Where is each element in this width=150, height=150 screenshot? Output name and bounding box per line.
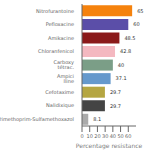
- svg-text:30: 30: [102, 133, 108, 139]
- svg-text:40: 40: [118, 62, 124, 68]
- svg-text:20: 20: [94, 133, 100, 139]
- svg-text:60: 60: [125, 133, 131, 139]
- svg-text:48.5: 48.5: [124, 35, 135, 41]
- svg-text:Chloranfenicol: Chloranfenicol: [38, 48, 74, 54]
- svg-text:Amikacine: Amikacine: [48, 35, 74, 41]
- svg-text:Cefotaxime: Cefotaxime: [45, 89, 74, 95]
- svg-text:Nalidixique: Nalidixique: [46, 102, 74, 109]
- svg-text:Nitrofurantoine: Nitrofurantoine: [36, 8, 74, 14]
- svg-text:8.1: 8.1: [93, 116, 101, 122]
- svg-text:42.8: 42.8: [120, 48, 131, 54]
- svg-text:Pefloxacine: Pefloxacine: [46, 21, 74, 27]
- svg-text:10: 10: [87, 133, 93, 139]
- svg-text:65: 65: [137, 8, 142, 14]
- svg-text:Trimethoprim-Sulfamethoxazol: Trimethoprim-Sulfamethoxazol: [8, 116, 74, 123]
- svg-text:50: 50: [117, 133, 123, 139]
- svg-text:Carboxytétrac.: Carboxytétrac.: [53, 59, 74, 70]
- svg-text:Percentage resistance: Percentage resistance: [76, 142, 142, 150]
- svg-text:37.1: 37.1: [116, 75, 127, 81]
- svg-text:40: 40: [110, 133, 116, 139]
- svg-text:29.7: 29.7: [110, 89, 121, 95]
- svg-text:0: 0: [80, 133, 83, 139]
- svg-text:Ampicilline: Ampicilline: [57, 73, 74, 84]
- svg-text:29.7: 29.7: [110, 103, 121, 109]
- svg-text:60: 60: [133, 21, 139, 27]
